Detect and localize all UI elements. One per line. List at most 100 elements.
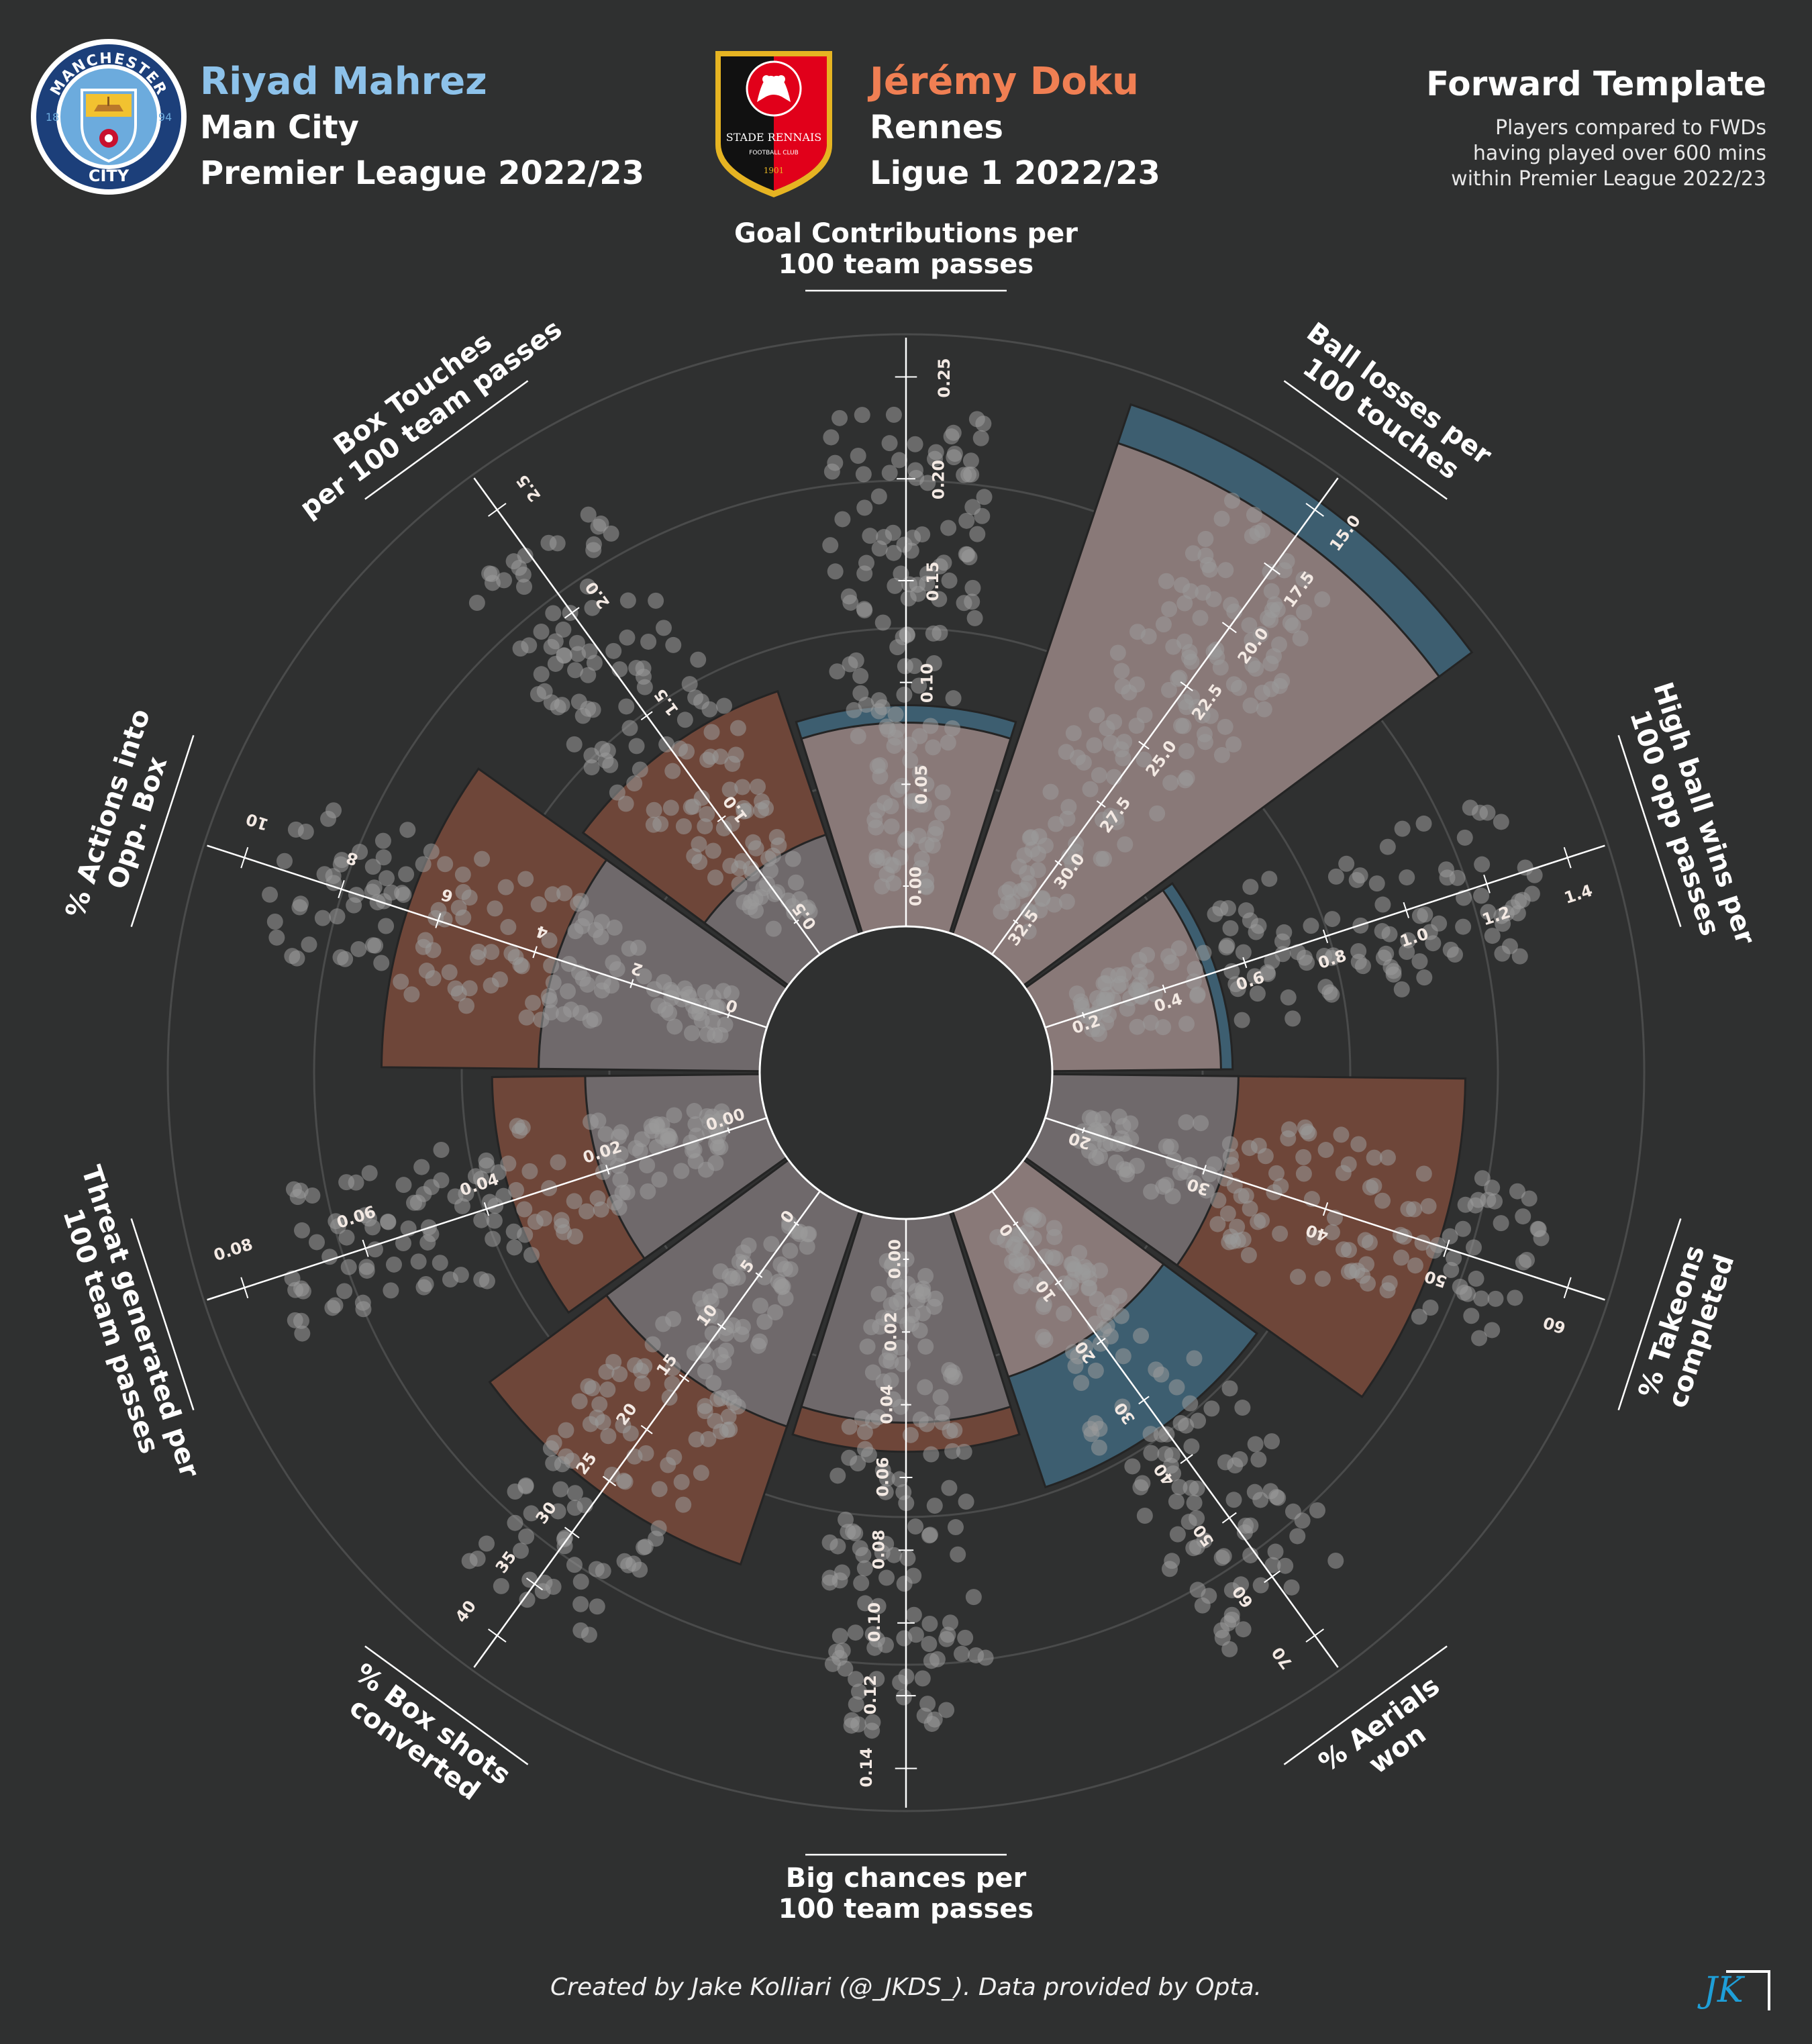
distribution-point: [1321, 984, 1338, 1001]
distribution-point: [722, 857, 739, 874]
player1-name: Riyad Mahrez: [200, 60, 487, 103]
distribution-point: [1198, 1182, 1215, 1199]
distribution-point: [974, 507, 991, 524]
distribution-point: [374, 832, 391, 849]
distribution-point: [1264, 1557, 1281, 1573]
distribution-point: [1221, 1380, 1238, 1397]
distribution-point: [403, 986, 420, 1003]
distribution-point: [931, 591, 948, 607]
distribution-point: [899, 1550, 916, 1567]
distribution-point: [697, 818, 713, 834]
distribution-point: [289, 950, 305, 967]
distribution-point: [752, 1298, 768, 1314]
distribution-point: [1338, 855, 1355, 872]
distribution-point: [621, 940, 638, 957]
distribution-point: [491, 971, 508, 988]
distribution-point: [540, 534, 557, 551]
distribution-point: [1225, 736, 1242, 752]
distribution-point: [354, 1294, 371, 1311]
axis-tick: [362, 1239, 369, 1257]
distribution-point: [1091, 1439, 1107, 1456]
distribution-point: [734, 779, 751, 795]
template-subtitle-line: within Premier League 2022/23: [1451, 167, 1766, 191]
distribution-point: [1089, 1291, 1105, 1308]
axis-tick-label: 1.5: [650, 685, 683, 720]
distribution-point: [1143, 1445, 1160, 1461]
distribution-point: [415, 856, 432, 873]
distribution-point: [886, 1547, 903, 1563]
distribution-point: [1400, 932, 1417, 948]
distribution-point: [916, 1707, 933, 1724]
distribution-point: [1068, 985, 1085, 1002]
distribution-point: [829, 663, 846, 680]
distribution-point: [571, 1393, 588, 1410]
distribution-point: [850, 728, 866, 744]
distribution-point: [1276, 924, 1293, 940]
template-subtitle-line: having played over 600 mins: [1472, 142, 1766, 165]
distribution-point: [1133, 1328, 1150, 1345]
axis-tick: [1162, 984, 1166, 993]
distribution-point: [1468, 1270, 1484, 1287]
distribution-point: [1020, 902, 1037, 919]
distribution-point: [703, 724, 720, 740]
axis-tick: [1054, 860, 1062, 866]
distribution-point: [1143, 1183, 1160, 1200]
axis-tick: [605, 1165, 610, 1175]
distribution-point: [917, 1339, 934, 1355]
distribution-point: [868, 1671, 885, 1688]
distribution-point: [940, 734, 956, 751]
distribution-point: [687, 689, 704, 706]
distribution-point: [595, 1563, 611, 1579]
distribution-point: [723, 985, 740, 1002]
distribution-point: [701, 701, 718, 718]
distribution-point: [1176, 772, 1193, 789]
distribution-point: [823, 429, 840, 446]
distribution-point: [500, 919, 517, 936]
distribution-point: [393, 885, 410, 902]
distribution-point: [676, 712, 693, 728]
distribution-point: [423, 843, 440, 860]
axis-tick: [1221, 622, 1237, 634]
axis-tick: [564, 1526, 580, 1539]
distribution-point: [1446, 946, 1463, 963]
axis-tick-label: 0.20: [929, 460, 948, 499]
distribution-point: [635, 660, 652, 677]
distribution-point: [461, 1553, 478, 1569]
distribution-point: [914, 1670, 931, 1687]
distribution-point: [1223, 963, 1240, 979]
distribution-point: [1071, 1245, 1088, 1261]
axis-tick: [1403, 902, 1410, 918]
distribution-point: [1217, 562, 1234, 579]
man-city-left-num: 18: [46, 111, 59, 124]
distribution-point: [731, 1253, 748, 1270]
distribution-point: [883, 1296, 899, 1313]
distribution-point: [379, 870, 395, 887]
distribution-point: [579, 976, 596, 993]
distribution-point: [1235, 1621, 1252, 1638]
distribution-point: [1176, 595, 1193, 612]
player2-team: Rennes: [870, 109, 1003, 146]
distribution-point: [655, 620, 672, 636]
distribution-point: [572, 1596, 589, 1612]
axis-tick-label: 0.08: [869, 1530, 888, 1569]
distribution-point: [479, 1535, 495, 1552]
distribution-point: [1114, 1398, 1131, 1415]
distribution-point: [332, 856, 349, 873]
distribution-point: [1207, 906, 1223, 922]
distribution-point: [540, 988, 557, 1005]
distribution-point: [546, 1434, 562, 1451]
distribution-point: [533, 1012, 550, 1028]
axis-tick: [1264, 1570, 1280, 1584]
distribution-point: [545, 974, 562, 991]
grid-ring: [166, 333, 1646, 1812]
distribution-point: [511, 559, 527, 576]
player1-league: Premier League 2022/23: [200, 154, 645, 192]
distribution-point: [547, 633, 564, 650]
distribution-point: [1223, 1157, 1240, 1173]
distribution-point: [693, 1465, 709, 1481]
distribution-point: [917, 1267, 934, 1284]
distribution-point: [1217, 1454, 1234, 1471]
distribution-point: [507, 1514, 523, 1531]
distribution-point: [643, 1118, 660, 1134]
distribution-point: [856, 1560, 873, 1577]
